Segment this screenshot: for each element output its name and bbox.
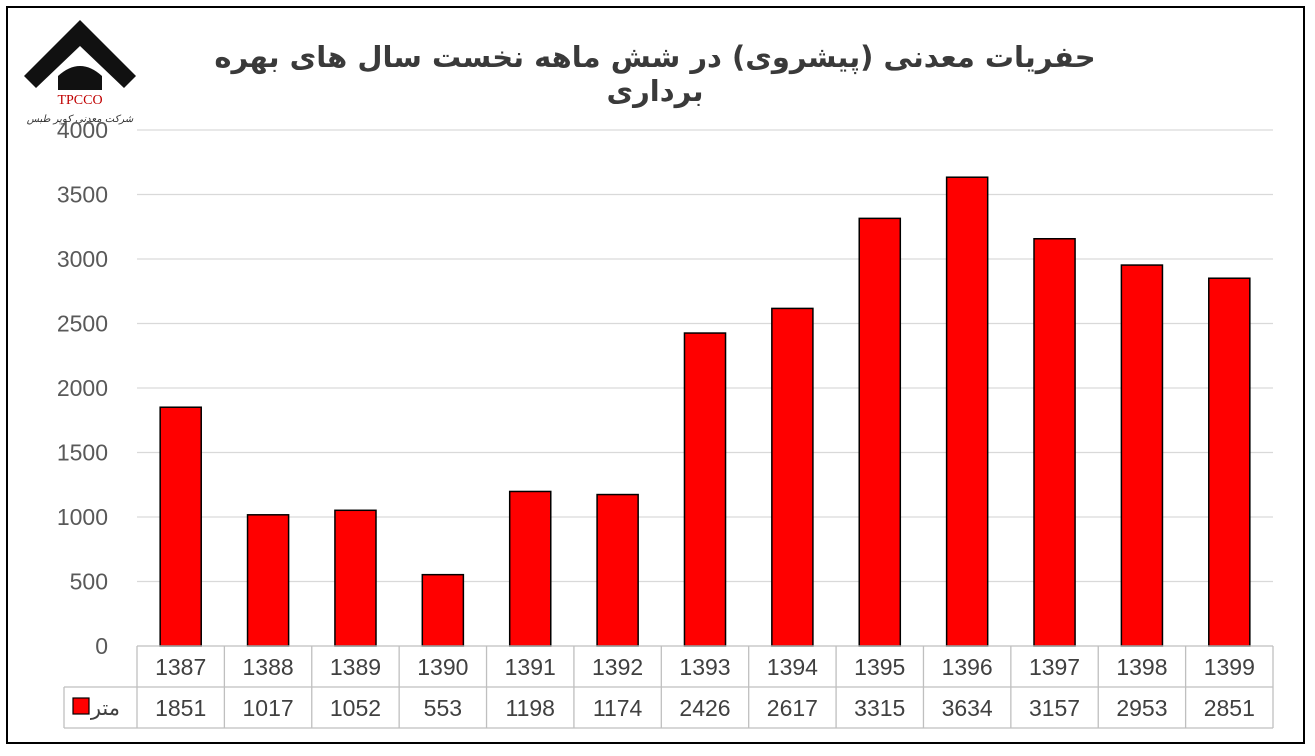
logo-text: TPCCO (57, 93, 102, 108)
logo-roof-shape (24, 20, 136, 88)
chart-frame (6, 6, 1305, 744)
company-logo: TPCCO شرکت معدنی کوپر طبس (24, 20, 136, 125)
logo-subtitle: شرکت معدنی کوپر طبس (27, 114, 134, 125)
logo-arch-shape (58, 66, 102, 90)
chart-title: حفریات معدنی (پیشروی) در شش ماهه نخست سا… (214, 40, 1096, 108)
